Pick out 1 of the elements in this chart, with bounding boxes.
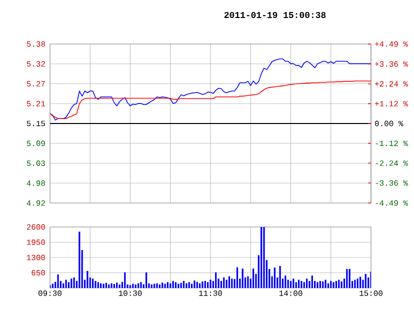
chart-title: 2011-01-19 15:00:38 <box>224 12 326 18</box>
